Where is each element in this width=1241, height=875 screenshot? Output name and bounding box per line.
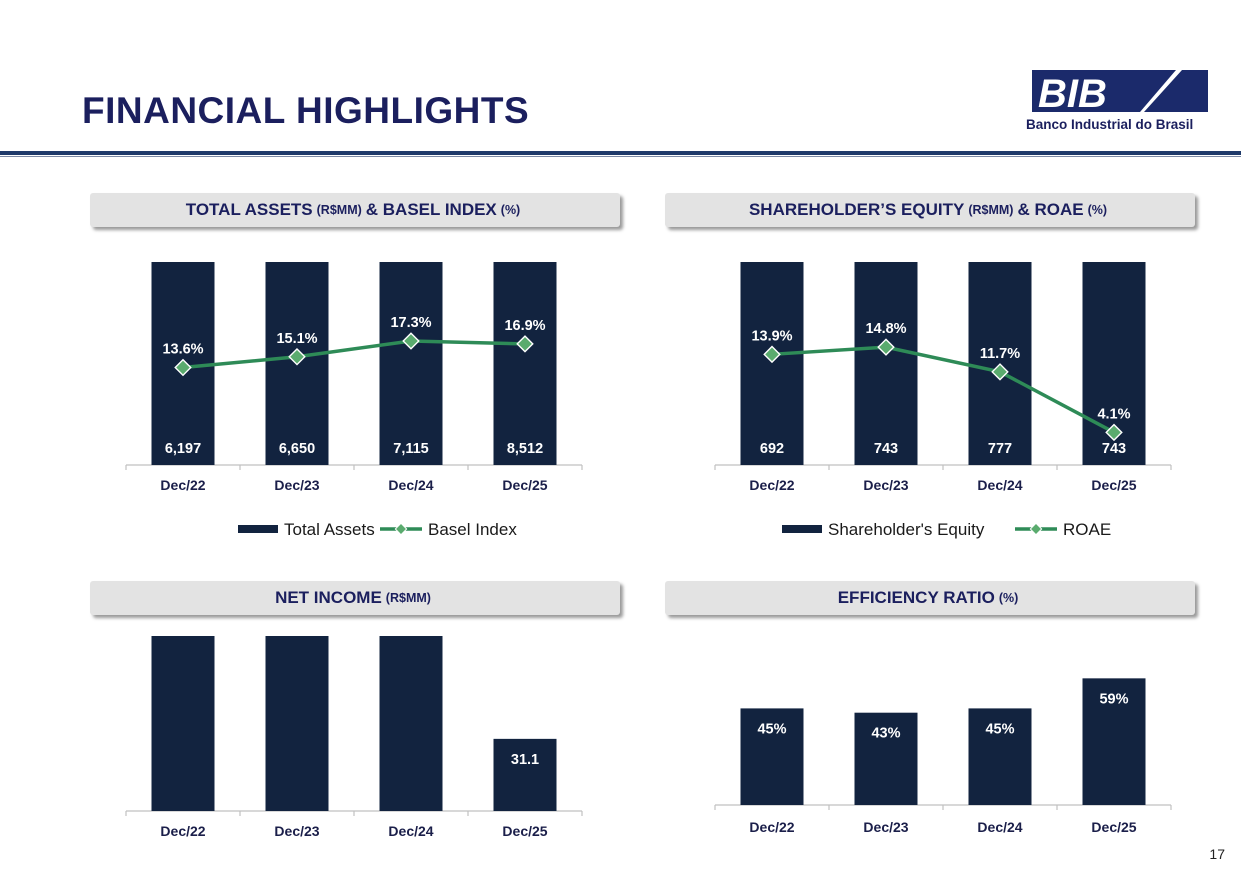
x-tick-label: Dec/22 [749,819,794,835]
legend-label: Basel Index [428,520,517,539]
bar-value-label: 31.1 [511,752,539,768]
panel-title-efficiency-ratio: EFFICIENCY RATIO (%) [665,581,1195,615]
panel-title-secondary: & ROAE [1017,200,1084,219]
chart-equity-roae: 692 743 777 743 13.9% 14.8% 11.7% 4.1% Dec/22 Dec… [665,250,1195,560]
panel-title-unit: (R$MM) [968,203,1014,217]
bib-logo-mark: BIB [1030,68,1208,116]
x-tick-label: Dec/23 [863,819,908,835]
chart-svg: 692 743 777 743 13.9% 14.8% 11.7% 4.1% Dec/22 Dec… [714,262,1172,539]
legend-marker-swatch [394,522,408,536]
logo-caption: Banco Industrial do Brasil [1026,117,1194,132]
legend-bar-swatch [782,525,822,533]
bar-dec-24 [379,262,443,465]
bar-dec-22 [740,708,804,805]
line-value-label: 17.3% [390,315,431,331]
x-tick-label: Dec/23 [863,477,908,493]
bar-dec-25 [1082,678,1146,805]
bar-value-label: 8,512 [507,441,543,457]
bar-value-label: 7,115 [393,441,429,457]
panel-title-main: SHAREHOLDER’S EQUITY [748,200,965,219]
x-tick-label: Dec/25 [502,477,547,493]
bar-dec-23 [854,712,918,805]
bar-dec-23 [265,636,329,811]
chart-svg: 6,197 6,650 7,115 8,512 13.6% 15.1% 17.3% 16.9%… [125,262,583,539]
panel-title-unit: (R$MM) [316,203,362,217]
chart-svg: 45% 43% 45% 59% Dec/22 Dec/23 Dec/24 Dec/25 [714,678,1172,835]
bar-dec-22 [151,636,215,811]
panel-title-total-assets: TOTAL ASSETS (R$MM) & BASEL INDEX (%) [90,193,620,227]
x-tick-label: Dec/23 [274,477,319,493]
line-marker [1105,423,1123,442]
x-tick-label: Dec/22 [749,477,794,493]
line-marker [516,335,534,353]
header-rule-thin [0,156,1241,157]
x-tick-label: Dec/23 [274,823,319,839]
line-value-label: 16.9% [504,318,545,334]
chart-svg: 92.8106.188.831.1Dec/22Dec/23Dec/24Dec/2… [125,636,583,839]
line-value-label: 13.6% [162,342,203,358]
bar-value-label: 777 [988,441,1012,457]
line-value-label: 13.9% [751,328,792,344]
chart-efficiency-ratio: 45% 43% 45% 59% Dec/22 Dec/23 Dec/24 Dec/25 [665,636,1195,851]
x-tick-label: Dec/24 [977,819,1022,835]
chart-net-income: 92.8106.188.831.1Dec/22Dec/23Dec/24Dec/2… [90,636,620,851]
bar-value-label: 692 [760,441,784,457]
x-tick-label: Dec/25 [1091,819,1136,835]
bib-logo: BIB [1026,66,1208,134]
panel-title-unit: (%) [998,591,1019,605]
x-tick-label: Dec/24 [388,823,433,839]
chart-total-assets-basel: 6,197 6,650 7,115 8,512 13.6% 15.1% 17.3% 16.9%… [90,250,620,560]
bar-value-label: 743 [874,441,898,457]
panel-title-unit-secondary: (%) [500,203,521,217]
line-value-label: 15.1% [276,331,317,347]
bar-value-label: 743 [1102,441,1126,457]
legend-label: Shareholder's Equity [828,520,985,539]
line-marker [174,358,192,377]
header-rule [0,151,1241,155]
panel-title-shareholders-equity: SHAREHOLDER’S EQUITY (R$MM) & ROAE (%) [665,193,1195,227]
panel-title-secondary: & BASEL INDEX [365,200,497,219]
panel-title-main: EFFICIENCY RATIO [837,588,995,607]
line-marker [877,338,895,356]
bar-dec-24 [379,636,443,811]
bar-value-label: 59% [1099,691,1128,707]
line-roae [771,345,1115,434]
bar-value-label: 45% [757,721,786,737]
page-number: 17 [1209,846,1225,862]
x-tick-label: Dec/22 [160,477,205,493]
x-tick-label: Dec/25 [1091,477,1136,493]
logo-mark-text: BIB [1038,72,1107,116]
bar-dec-25 [493,738,557,811]
panel-title-main: NET INCOME [275,588,382,607]
line-value-label: 14.8% [865,321,906,337]
bar-dec-22 [740,262,804,465]
bar-value-label: 45% [985,721,1014,737]
bar-dec-24 [968,708,1032,805]
x-tick-label: Dec/24 [388,477,433,493]
line-marker [763,345,781,364]
line-value-label: 11.7% [980,346,1020,362]
bar-value-label: 6,650 [279,441,315,457]
line-value-label: 4.1% [1097,406,1130,422]
bar-dec-23 [854,262,918,465]
legend-label: Total Assets [284,520,375,539]
x-tick-label: Dec/25 [502,823,547,839]
line-marker [991,363,1009,381]
line-marker [402,332,420,350]
page-title: FINANCIAL HIGHLIGHTS [82,90,530,131]
panel-title-unit: (R$MM) [385,591,431,605]
x-tick-label: Dec/24 [977,477,1022,493]
panel-title-unit-secondary: (%) [1087,203,1108,217]
line-marker [288,348,306,366]
bar-value-label: 43% [871,726,900,742]
legend-marker-swatch [1029,522,1043,536]
legend-label: ROAE [1063,520,1111,539]
x-tick-label: Dec/22 [160,823,205,839]
line-basel-index [182,339,526,370]
bar-dec-25 [493,262,557,465]
panel-title-main: TOTAL ASSETS [185,200,313,219]
bar-value-label: 6,197 [165,441,201,457]
panel-title-net-income: NET INCOME (R$MM) [90,581,620,615]
legend-bar-swatch [238,525,278,533]
